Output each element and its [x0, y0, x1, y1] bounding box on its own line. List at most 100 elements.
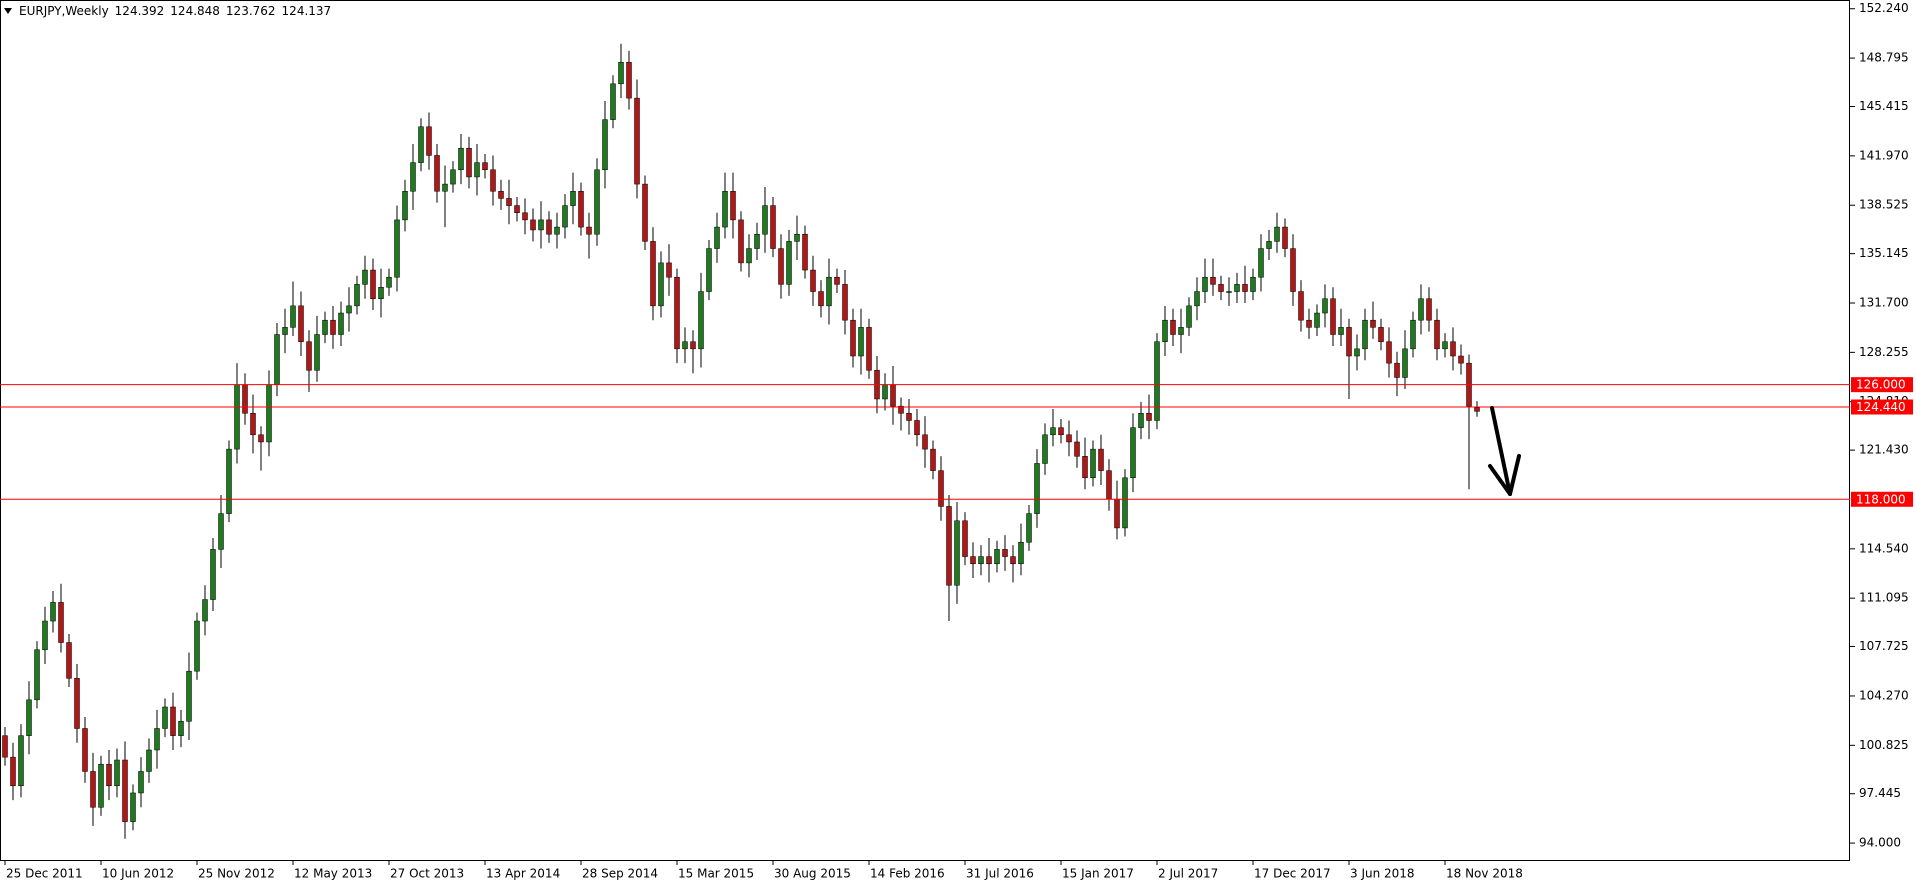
candle-body — [826, 276, 832, 307]
candle-body — [298, 305, 304, 342]
candle-body — [1322, 298, 1328, 314]
candle-body — [1202, 276, 1208, 292]
candle-body — [290, 305, 296, 328]
ohlc-value: 124.392 — [114, 4, 165, 18]
candle-body — [98, 764, 104, 808]
candle-body — [1034, 463, 1040, 514]
candle-body — [666, 262, 672, 278]
candle-body — [1106, 470, 1112, 500]
candle-body — [850, 319, 856, 357]
candle-body — [762, 205, 768, 235]
candle-body — [346, 305, 352, 314]
candle-body — [1250, 276, 1256, 292]
candle-body — [1442, 341, 1448, 350]
candle-body — [466, 148, 472, 178]
candle-body — [258, 434, 264, 443]
candle-body — [738, 219, 744, 264]
candle-body — [354, 284, 360, 307]
candle-body — [274, 334, 280, 385]
candle-body — [1186, 305, 1192, 328]
y-tick-label: 100.825 — [1859, 738, 1909, 752]
menu-triangle[interactable] — [4, 8, 12, 14]
candle-body — [994, 549, 1000, 564]
candle-body — [1378, 327, 1384, 342]
candle-body — [130, 792, 136, 822]
candle-body — [1242, 284, 1248, 292]
x-tick-label: 31 Jul 2016 — [966, 867, 1034, 881]
candle-body — [58, 602, 64, 643]
y-tick-label: 107.725 — [1859, 639, 1909, 653]
x-tick-label: 2 Jul 2017 — [1158, 867, 1218, 881]
candle-body — [242, 384, 248, 414]
y-tick-label: 114.540 — [1859, 541, 1909, 555]
candle-body — [722, 191, 728, 228]
candle-body — [1226, 291, 1232, 293]
candle-body — [938, 470, 944, 507]
candle-body — [330, 319, 336, 335]
candle-body — [1282, 226, 1288, 249]
x-tick-label: 28 Sep 2014 — [582, 867, 658, 881]
candle-body — [1194, 291, 1200, 307]
candle-body — [1450, 341, 1456, 357]
y-tick-label: 121.430 — [1859, 443, 1909, 457]
x-tick-label: 12 May 2013 — [294, 867, 372, 881]
candle-body — [1266, 241, 1272, 249]
candle-body — [794, 233, 800, 242]
candle-body — [754, 233, 760, 249]
candle-body — [106, 764, 112, 787]
candle-body — [18, 735, 24, 787]
arrow-head — [1488, 454, 1521, 496]
candle-body — [50, 602, 56, 622]
candle-body — [498, 191, 504, 199]
candle-body — [818, 291, 824, 307]
candle-body — [1474, 407, 1480, 412]
candle-body — [1122, 477, 1128, 529]
symbol: EURJPY,Weekly — [19, 4, 109, 18]
candle-body — [778, 248, 784, 285]
candle-body — [562, 205, 568, 228]
level-label: 126.000 — [1856, 378, 1906, 392]
candle-body — [410, 162, 416, 192]
candle-body — [1458, 355, 1464, 364]
candle-body — [474, 162, 480, 178]
candle-body — [1298, 291, 1304, 321]
candle-body — [2, 735, 8, 758]
candle-body — [1354, 348, 1360, 357]
candle-body — [1026, 513, 1032, 543]
candle-body — [962, 520, 968, 557]
candle-body — [554, 226, 560, 235]
candle-body — [650, 241, 656, 307]
x-tick-label: 25 Dec 2011 — [6, 867, 83, 881]
candle-body — [514, 205, 520, 213]
candle-body — [178, 721, 184, 736]
candle-body — [602, 119, 608, 171]
annotation-arrow — [1488, 406, 1521, 496]
candle-body — [154, 728, 160, 751]
level-label: 124.440 — [1856, 400, 1906, 414]
candle-body — [10, 756, 16, 787]
candle-body — [1394, 362, 1400, 378]
ohlc-value: 124.137 — [281, 4, 332, 18]
candle-body — [1098, 448, 1104, 471]
candle-body — [1082, 456, 1088, 479]
candle-body — [1018, 541, 1024, 564]
candle-body — [202, 599, 208, 622]
candle-body — [402, 191, 408, 221]
x-tick-label: 13 Apr 2014 — [486, 867, 560, 881]
candle-body — [690, 341, 696, 350]
candle-body — [386, 276, 392, 288]
candle-body — [1066, 434, 1072, 443]
candle-body — [314, 334, 320, 371]
candle-body — [1074, 441, 1080, 457]
candle-body — [626, 62, 632, 99]
candle-body — [370, 269, 376, 299]
candle-body — [418, 126, 424, 163]
candle-body — [530, 219, 536, 231]
x-tick-label: 15 Mar 2015 — [678, 867, 754, 881]
chart-header: EURJPY,Weekly 124.392 124.848 123.762 12… — [4, 4, 331, 18]
x-tick-label: 15 Jan 2017 — [1062, 867, 1134, 881]
candle-body — [482, 162, 488, 171]
candle-body — [1426, 298, 1432, 321]
y-tick-label: 97.445 — [1859, 786, 1901, 800]
